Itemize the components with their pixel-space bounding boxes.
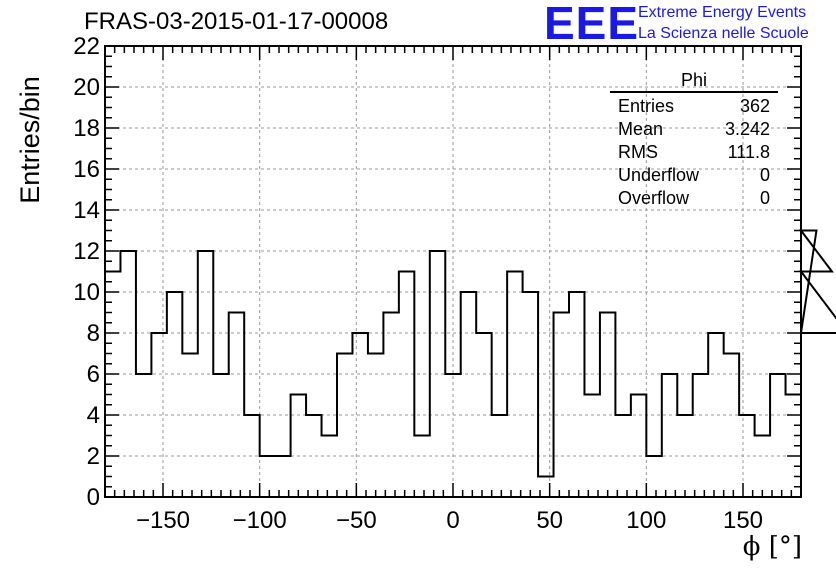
- axis-tick-labels: −150 −100 −50 0 50 100 150 0 2 4 6 8 10 12 14 16 18 20 22: [73, 33, 763, 534]
- histogram-bin: [198, 251, 213, 497]
- stats-label: Mean: [618, 119, 664, 139]
- histogram-bin: [368, 354, 383, 498]
- histogram-bin: [182, 354, 197, 498]
- y-tick-label: 16: [73, 156, 100, 183]
- histogram-bin: [414, 436, 429, 498]
- histogram-bin: [213, 374, 228, 497]
- logo-line-1: Extreme Energy Events: [638, 4, 807, 21]
- stats-value: 111.8: [727, 142, 770, 162]
- histogram-bin: [569, 292, 584, 497]
- histogram-bin: [631, 395, 646, 498]
- y-tick-label: 0: [87, 484, 100, 511]
- x-tick-label: −100: [233, 507, 287, 534]
- y-axis-label: Entries/bin: [14, 76, 45, 204]
- y-tick-label: 12: [73, 238, 100, 265]
- stats-separator: [610, 91, 778, 93]
- histogram-bin: [136, 374, 151, 497]
- histogram-bin: [755, 436, 770, 498]
- grid-lines: [105, 46, 801, 497]
- histogram-bin: [306, 415, 321, 497]
- stats-label: RMS: [618, 142, 658, 162]
- stats-label: Underflow: [618, 165, 700, 185]
- x-axis-label: ϕ [°]: [742, 532, 802, 562]
- histogram-bin: [693, 374, 708, 497]
- stats-title: Phi: [680, 70, 707, 90]
- histogram-bin: [507, 272, 522, 498]
- stats-label: Entries: [618, 96, 675, 116]
- histogram-bars: [104, 229, 836, 498]
- histogram-bin: [600, 313, 615, 498]
- x-tick-label: 50: [536, 507, 563, 534]
- histogram-bin: [229, 313, 244, 498]
- histogram-bin: [120, 251, 135, 497]
- stats-row-overflow: Overflow 0: [610, 187, 778, 210]
- y-tick-label: 22: [73, 33, 100, 60]
- x-tick-label: 100: [626, 507, 666, 534]
- axis-ticks: [105, 46, 801, 497]
- histogram-bin: [167, 292, 182, 497]
- histogram-bin: [584, 395, 599, 498]
- eee-logo: EEE: [544, 0, 640, 49]
- chart-title: FRAS-03-2015-01-17-00008: [84, 8, 389, 35]
- stats-label: Overflow: [618, 188, 690, 208]
- x-tick-label: 0: [446, 507, 459, 534]
- histogram-bin: [322, 436, 337, 498]
- histogram-bin: [260, 456, 275, 497]
- histogram-bin: [399, 272, 414, 498]
- histogram-bin: [724, 354, 739, 498]
- y-tick-label: 6: [87, 361, 100, 388]
- y-tick-label: 8: [87, 320, 100, 347]
- y-tick-label: 10: [73, 279, 100, 306]
- histogram-bin: [523, 292, 538, 497]
- y-tick-label: 18: [73, 115, 100, 142]
- histogram-bin: [383, 313, 398, 498]
- histogram-bin: [646, 456, 661, 497]
- histogram-bin: [492, 415, 507, 497]
- x-tick-label: −50: [336, 507, 377, 534]
- histogram-bin: [461, 292, 476, 497]
- stats-row-mean: Mean 3.242: [610, 118, 778, 141]
- histogram-bin: [770, 374, 785, 497]
- stats-value: 0: [759, 165, 770, 185]
- histogram-bin: [677, 415, 692, 497]
- histogram-bin: [708, 333, 723, 497]
- stats-value: 362: [739, 96, 770, 116]
- stats-row-rms: RMS 111.8: [610, 141, 778, 164]
- y-tick-label: 4: [87, 402, 100, 429]
- stats-value: 0: [759, 188, 770, 208]
- stats-row-underflow: Underflow 0: [610, 164, 778, 187]
- histogram-bin: [662, 374, 677, 497]
- y-tick-label: 2: [87, 443, 100, 470]
- stats-box: Phi Entries 362 Mean 3.242 RMS 111.8 Und…: [610, 70, 778, 210]
- y-tick-label: 20: [73, 74, 100, 101]
- x-tick-label: −150: [136, 507, 190, 534]
- histogram-bin: [337, 354, 352, 498]
- stats-row-entries: Entries 362: [610, 95, 778, 118]
- histogram-bin: [554, 313, 569, 498]
- histogram-outline: [104, 229, 836, 497]
- x-tick-label: 150: [723, 507, 763, 534]
- y-tick-label: 14: [73, 197, 100, 224]
- stats-value: 3.242: [724, 119, 770, 139]
- logo-line-2: La Scienza nelle Scuole: [638, 25, 809, 42]
- histogram-bin: [291, 395, 306, 498]
